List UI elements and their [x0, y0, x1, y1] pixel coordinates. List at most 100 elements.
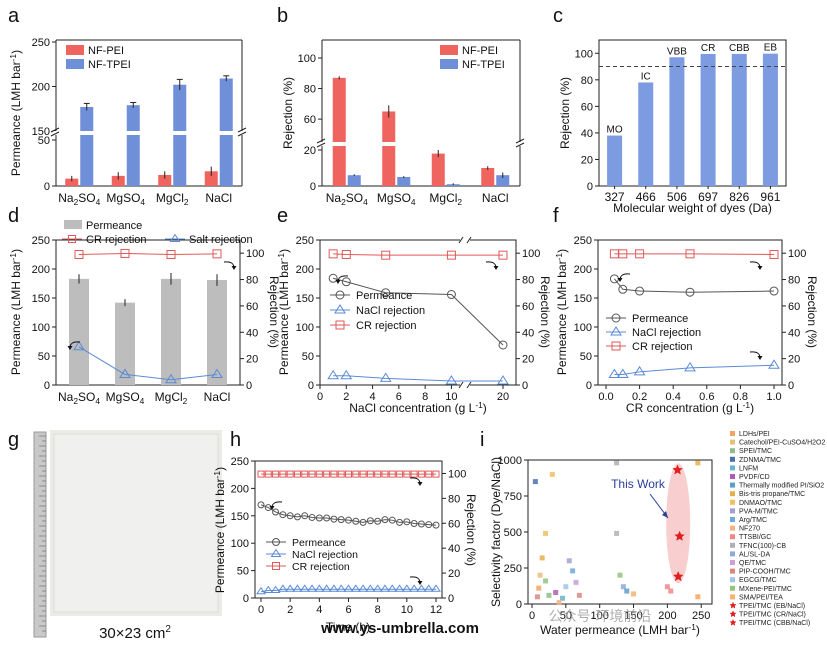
cr-rejection-point	[498, 250, 508, 260]
axis-arrow-left-head	[617, 278, 623, 282]
legend-marker	[730, 448, 735, 454]
y-tick-label-left: 250	[32, 235, 50, 247]
permeance-point	[446, 290, 456, 300]
legend-label: TTSBI/GC	[739, 534, 771, 541]
cr-rejection-point	[381, 470, 389, 478]
permeance-point	[410, 519, 418, 527]
x-tick-label: 961	[760, 190, 780, 204]
literature-point	[576, 592, 582, 598]
legend-label: LDHs/PEI	[739, 431, 770, 438]
x-tick-label: 0	[258, 604, 264, 616]
y-tick-label-left: 150	[296, 293, 314, 305]
y-tick-label: 750	[504, 491, 522, 503]
legend-marker	[730, 525, 735, 531]
literature-point	[668, 588, 674, 594]
y-tick-label: 0	[44, 181, 50, 193]
y-tick-label-right: 40	[522, 327, 534, 339]
y-tick-label-right: 0	[788, 380, 794, 392]
nacl-rejection-point	[684, 361, 696, 372]
x-tick-label: Na2SO4	[58, 191, 100, 207]
legend-label: TPEI/TMC (CBB/NaCl)	[739, 620, 810, 627]
cr-rejection-point	[446, 250, 456, 260]
legend-marker	[272, 562, 280, 570]
nacl-rejection-point	[263, 585, 274, 594]
nacl-rejection-point	[372, 584, 383, 592]
y-axis-label-left: Permeance (LMH bar-1)	[8, 249, 23, 375]
cr-rejection-point	[286, 470, 294, 478]
legend-label: Catechol/PEI-CuSO4/H2O2	[739, 440, 825, 447]
axis-arrow-left-head	[335, 280, 341, 284]
break-mark	[237, 127, 247, 133]
legend-swatch	[64, 220, 82, 229]
y-tick-label-left: 250	[296, 235, 314, 247]
y-tick-label-left: 200	[32, 264, 50, 276]
this-work-point	[674, 530, 685, 541]
x-tick-label: 4	[370, 391, 376, 403]
legend-label: DNMAO/TMC	[739, 500, 782, 507]
y-axis-label-left: Permeance (LMH bar-1)	[276, 249, 291, 375]
x-tick-label: 2	[287, 604, 293, 616]
cr-rejection-point	[212, 249, 222, 259]
nacl-rejection-point	[340, 369, 353, 380]
y-tick-label-left: 200	[296, 264, 314, 276]
bar-label: VBB	[667, 46, 687, 57]
x-tick-label: NaCl	[205, 191, 232, 205]
panel-letter: a	[8, 5, 20, 27]
permeance-point	[635, 286, 645, 296]
permeance-bar	[161, 278, 181, 385]
bar	[669, 57, 685, 186]
legend-label: SMA/PEI/TEA	[739, 594, 783, 601]
x-axis-label: Water permeance (LMH bar-1)	[540, 622, 700, 637]
legend-label: NF-TPEI	[88, 59, 131, 71]
break-mark	[50, 127, 60, 133]
literature-point	[563, 584, 569, 590]
text-part: Na	[58, 390, 74, 404]
this-work-point	[672, 570, 684, 582]
panel-letter: f	[553, 205, 559, 227]
nacl-rejection-point	[401, 584, 412, 592]
bar-tpei-upper	[80, 106, 94, 131]
permeance-point	[330, 515, 338, 523]
permeance-point	[308, 513, 316, 521]
nacl-rejection-point	[292, 584, 303, 592]
x-tick-label: 466	[636, 190, 656, 204]
y-tick-label: 150	[32, 126, 50, 138]
legend-marker	[611, 341, 621, 351]
legend-label: PVA-M/TMC	[739, 508, 778, 515]
break-mark	[316, 142, 326, 148]
legend-label: PIP-COOH/TMC	[739, 569, 791, 576]
legend-marker	[610, 326, 622, 336]
x-tick-label: 250	[692, 610, 710, 622]
y-tick-label-right: 20	[246, 354, 258, 366]
permeance-point	[272, 508, 280, 516]
cr-rejection-point	[293, 470, 301, 478]
permeance-point	[618, 284, 628, 294]
bar	[607, 135, 623, 186]
x-tick-label: 506	[667, 190, 687, 204]
text-part: NaCl	[204, 390, 231, 404]
text-part: MgCl	[429, 191, 457, 205]
axis-arrow-right-head	[231, 266, 237, 270]
bar	[731, 53, 747, 186]
y-tick-label: 60	[581, 101, 593, 113]
legend-label: NF-PEI	[88, 45, 124, 57]
permeance-point	[366, 517, 374, 525]
bar-pei-lower	[332, 146, 346, 186]
y-tick-label-left: 50	[580, 351, 592, 363]
cr-rejection-point	[381, 250, 391, 260]
literature-point	[664, 584, 670, 590]
legend-marker	[730, 594, 735, 600]
y-tick-label-right: 100	[522, 248, 540, 260]
break-mark	[515, 142, 525, 148]
literature-point	[631, 591, 637, 597]
nacl-rejection-point	[328, 584, 339, 592]
y-tick-label-right: 60	[448, 518, 460, 530]
permeance-bar	[207, 280, 227, 385]
x-tick-label: NaCl	[482, 191, 509, 205]
legend-marker	[334, 304, 346, 314]
cr-rejection-point	[685, 249, 695, 259]
permeance-point	[498, 340, 508, 350]
axis-arrow-right-head	[417, 482, 423, 486]
label-part: Permeance (LMH bar	[9, 61, 23, 176]
y-tick-label-right: 100	[788, 248, 806, 260]
